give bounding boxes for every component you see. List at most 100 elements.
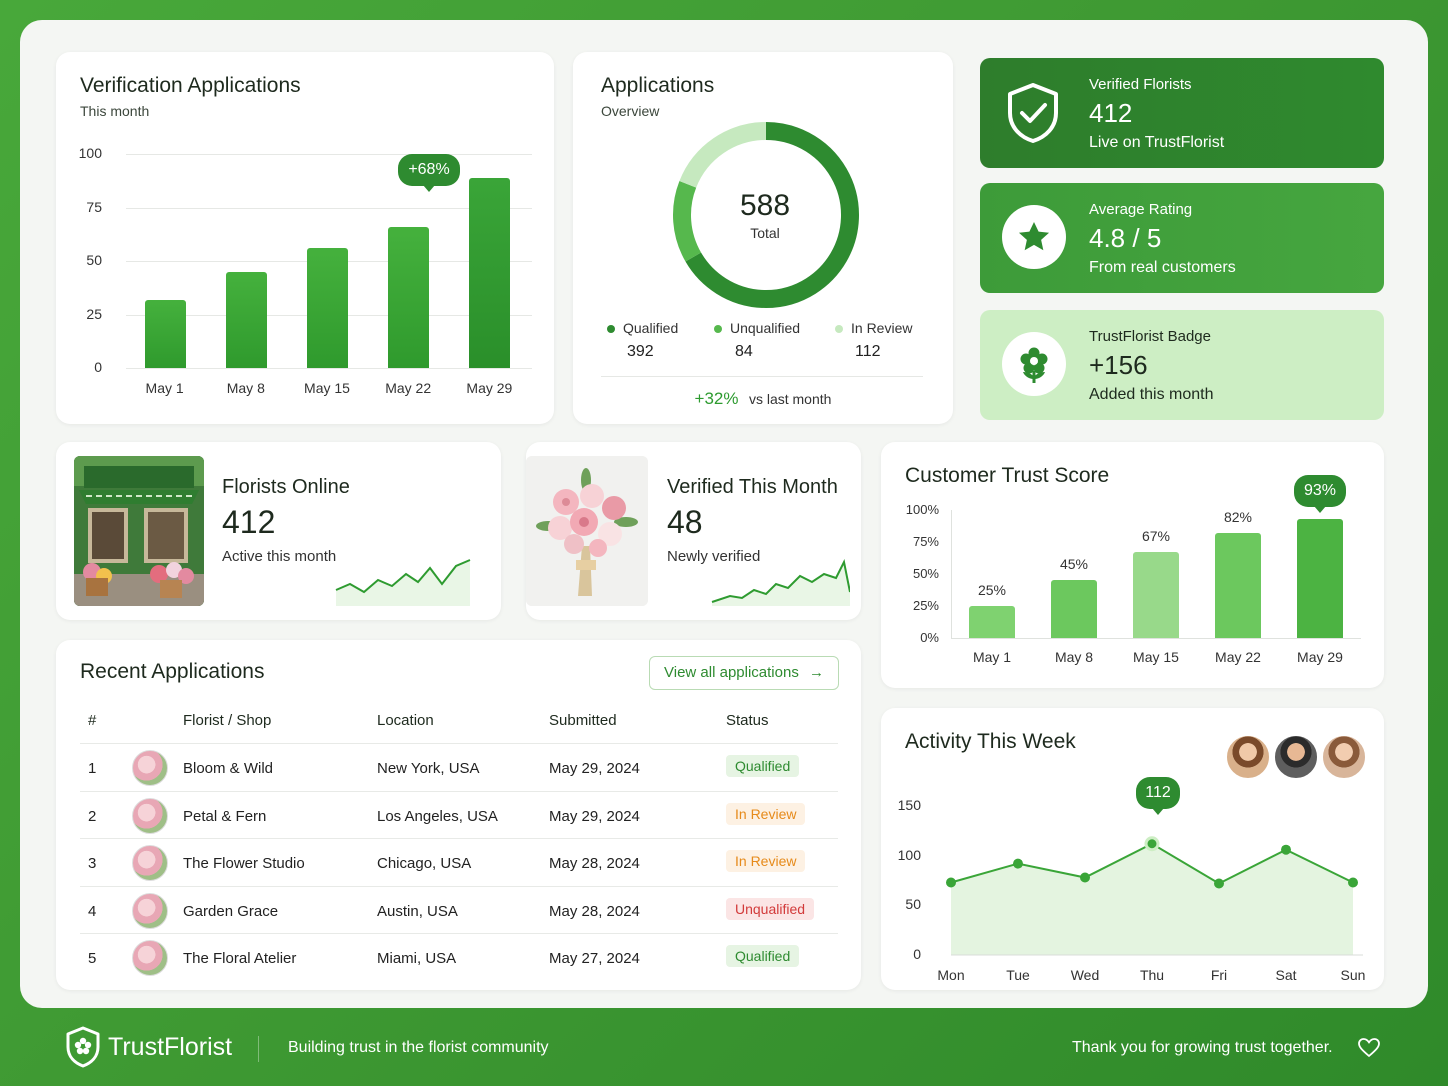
x-tick-label: Sun — [1340, 967, 1366, 983]
heart-icon — [1358, 1038, 1380, 1063]
activity-line-svg — [946, 836, 1363, 956]
y-tick-label: 150 — [897, 797, 921, 813]
row-location: Los Angeles, USA — [377, 807, 498, 825]
avatar — [132, 892, 168, 929]
trust-score-chart: 100% 75% 50% 25% 0% May 1 25% May 8 45% May 15 67%… — [881, 442, 1384, 688]
applications-donut — [673, 122, 859, 308]
header-submitted: Submitted — [549, 712, 617, 729]
table-row[interactable]: 2 Petal & Fern Los Angeles, USA May 29, 202… — [80, 790, 838, 838]
x-tick-label: May 29 — [1297, 649, 1343, 665]
applications-change: +32% vs last month — [573, 389, 953, 409]
shield-check-icon — [998, 78, 1068, 148]
data-point — [1080, 872, 1090, 883]
verified-month-sparkline — [711, 558, 850, 606]
y-tick-label: 50% — [912, 566, 939, 581]
y-tick-label: 75% — [912, 534, 939, 549]
tile-badge-sub: Added this month — [1089, 386, 1214, 403]
flower-shop-image — [74, 456, 204, 606]
header-location: Location — [377, 712, 434, 729]
x-tick-label: Wed — [1070, 967, 1100, 983]
data-label: 67% — [1141, 528, 1171, 545]
y-tick-label: 25% — [912, 598, 939, 613]
legend-qualified: Qualified — [607, 320, 678, 336]
brand-shield-icon — [64, 1026, 102, 1073]
donut-slice-inreview — [679, 122, 767, 188]
x-tick-label: May 15 — [304, 380, 350, 396]
row-submitted: May 28, 2024 — [549, 902, 640, 920]
bar — [388, 226, 430, 368]
data-label: 45% — [1059, 556, 1089, 573]
row-location: Chicago, USA — [377, 855, 472, 872]
table-row[interactable]: 4 Garden Grace Austin, USA May 28, 2024 Unqu… — [80, 885, 838, 933]
dashboard-panel: Verification Applications This month 100… — [20, 20, 1428, 1008]
data-point — [1013, 858, 1023, 869]
tile-verified-value: 412 — [1089, 98, 1133, 128]
tile-rating-label: Average Rating — [1089, 201, 1193, 218]
avatar — [132, 940, 168, 976]
view-all-button[interactable]: View all applications → — [649, 656, 839, 690]
trust-score-card: Customer Trust Score 100% 75% 50% 25% 0% May … — [881, 442, 1384, 688]
y-tick-label: 0% — [920, 630, 939, 645]
bar — [469, 177, 511, 368]
data-label: 82% — [1223, 509, 1253, 526]
recent-applications-card: Recent Applications View all application… — [56, 640, 861, 990]
bar — [969, 606, 1015, 638]
row-location: Miami, USA — [377, 950, 457, 967]
x-tick-label: May 29 — [466, 380, 513, 396]
y-tick-label: 50 — [86, 252, 102, 268]
row-shop-name: The Flower Studio — [183, 855, 305, 872]
x-tick-label: Sat — [1275, 967, 1297, 983]
verification-card: Verification Applications This month 100… — [56, 52, 554, 424]
data-point — [1144, 836, 1160, 852]
star-icon — [1002, 205, 1066, 269]
status-badge: Qualified — [726, 945, 800, 967]
y-tick-label: 75 — [86, 198, 102, 215]
table-row[interactable]: 3 The Flower Studio Chicago, USA May 28, 20… — [80, 838, 838, 885]
legend-inreview-value: 112 — [855, 343, 881, 360]
status-badge: Unqualified — [726, 897, 815, 920]
avatar — [132, 797, 168, 834]
donut-total: 588 — [739, 189, 791, 222]
tile-badge-value: +156 — [1089, 350, 1148, 380]
y-tick-label: 100% — [905, 502, 939, 517]
florists-online-card: Florists Online 412 Active this month — [56, 442, 501, 620]
status-badge: In Review — [726, 802, 806, 825]
legend-unqualified: Unqualified — [714, 320, 800, 336]
tile-rating-value: 4.8 / 5 — [1089, 223, 1162, 253]
flower-icon — [1002, 332, 1066, 396]
table-row[interactable]: 5 The Floral Atelier Miami, USA May 27, 202… — [80, 933, 838, 980]
tile-badge: TrustFlorist Badge +156 Added this month — [980, 310, 1384, 420]
status-badge: In Review — [726, 850, 806, 872]
avatar — [1225, 734, 1271, 780]
applications-change-label: vs last month — [748, 391, 832, 407]
verification-chart: 100 75 50 25 0 May 1 May 8 May 15 May 22 May 29 — [56, 52, 554, 424]
tile-rating-sub: From real customers — [1089, 259, 1236, 276]
x-tick-label: May 15 — [1133, 649, 1179, 665]
table-row[interactable]: 1 Bloom & Wild New York, USA May 29, 2024 Qu… — [80, 743, 838, 790]
x-tick-label: Tue — [1006, 967, 1030, 983]
header-number: # — [88, 712, 97, 729]
florists-online-sparkline — [335, 559, 471, 606]
donut-slice-qualified — [685, 122, 859, 308]
y-tick-label: 0 — [913, 946, 921, 962]
data-point — [1281, 844, 1291, 855]
row-submitted: May 29, 2024 — [549, 760, 640, 777]
x-tick-label: Thu — [1139, 967, 1165, 983]
bar — [225, 271, 267, 368]
applications-change-value: +32% — [694, 389, 739, 408]
applications-title: Applications — [601, 74, 715, 97]
x-tick-label: Fri — [1210, 967, 1228, 983]
y-tick-label: 25 — [86, 305, 102, 322]
tile-verified-label: Verified Florists — [1089, 76, 1192, 93]
footer-divider — [258, 1036, 259, 1062]
activity-title: Activity This Week — [905, 730, 1076, 753]
avatar-group — [1225, 734, 1369, 780]
x-tick-label: Mon — [937, 967, 965, 983]
avatar — [132, 750, 168, 786]
applications-divider — [601, 376, 923, 377]
verified-month-sub: Newly verified — [667, 548, 761, 565]
footer-tagline: Building trust in the florist community — [288, 1039, 549, 1056]
row-shop-name: Petal & Fern — [183, 807, 267, 825]
donut-slice-unqualified — [673, 181, 702, 262]
y-tick-label: 0 — [94, 359, 102, 375]
